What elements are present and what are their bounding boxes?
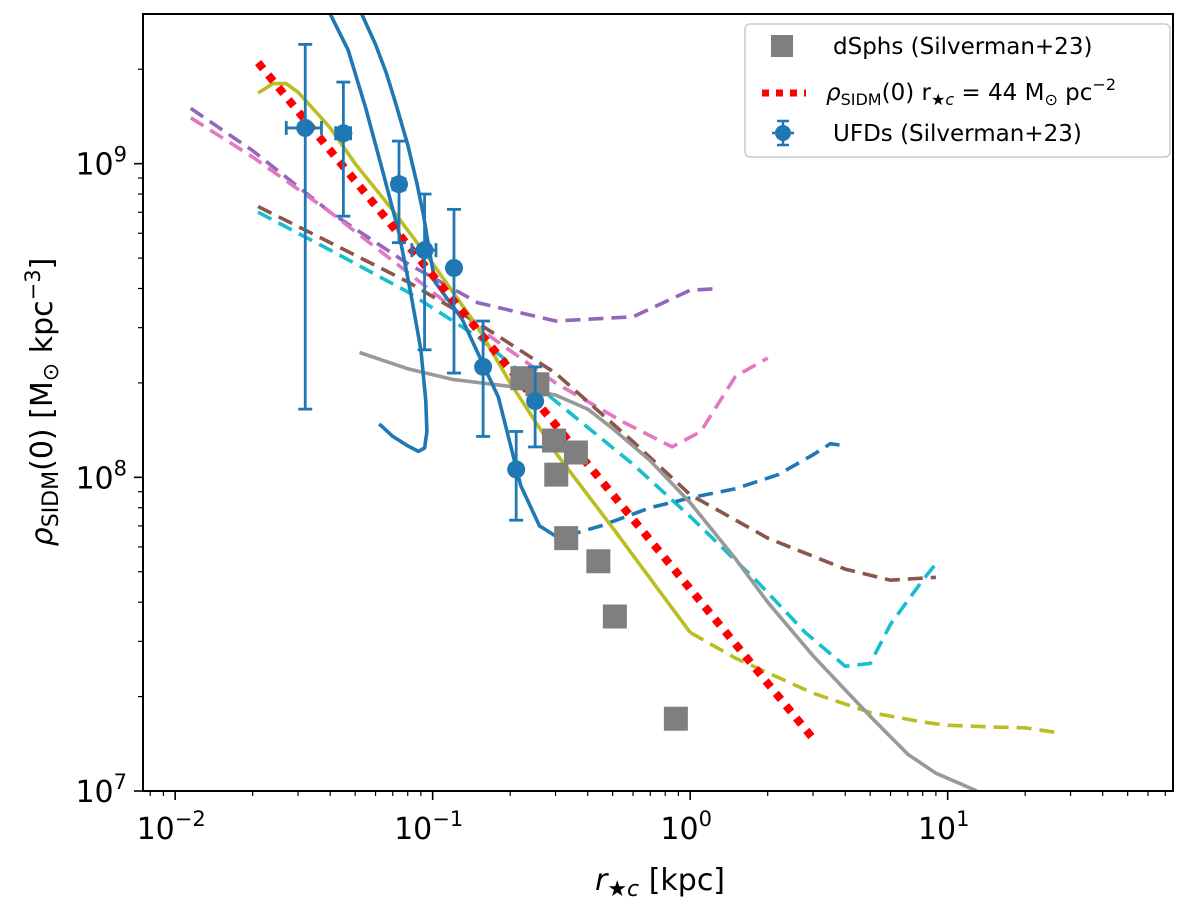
legend-label-relation: ρSIDM(0) r★c = 44 M⊙ pc−2: [826, 75, 1116, 109]
y-tick-label: 108: [75, 456, 127, 496]
series-line-blue-dashed: [565, 441, 846, 538]
ufd-marker: [444, 258, 463, 277]
y-axis-label: ρSIDM(0) [M⊙ kpc−3]: [21, 258, 64, 547]
dsph-point: [586, 549, 611, 574]
ufd-point: [444, 207, 463, 375]
ufd-point: [526, 365, 545, 449]
ufd-marker: [507, 460, 526, 479]
dsph-point: [554, 526, 579, 551]
x-tick-label: 101: [918, 807, 970, 847]
ufd-point: [389, 139, 408, 245]
series-line-blue-solid-b: [328, 14, 429, 454]
series-layer: [189, 14, 1055, 791]
y-tick-label: 109: [75, 143, 127, 183]
legend-marker-circle: [775, 125, 791, 141]
dsph-point: [602, 604, 627, 629]
legend-entry-dsphs: dSphs (Silverman+23): [771, 34, 1092, 60]
plot-area: 10−2 10−1 100 101 107 108 109: [75, 13, 1174, 847]
legend-entry-ufds: UFDs (Silverman+23): [772, 119, 1082, 147]
series-line-olive-curve: [257, 81, 692, 634]
x-tick-label: 10−1: [394, 807, 463, 847]
dsph-point: [544, 462, 569, 487]
x-tick-label: 100: [660, 807, 712, 847]
legend-label-dsphs: dSphs (Silverman+23): [833, 34, 1092, 60]
legend-label-ufds: UFDs (Silverman+23): [833, 121, 1082, 147]
series-line-pink-dashed: [189, 116, 769, 449]
ufd-point: [284, 42, 323, 411]
ufd-point: [334, 80, 353, 218]
ufd-marker: [474, 357, 493, 376]
plot-frame: [142, 13, 1174, 792]
ufd-point: [474, 319, 493, 438]
x-tick-label: 10−2: [137, 807, 206, 847]
x-axis-label: r★c [kpc]: [595, 863, 725, 898]
dsph-point: [563, 440, 588, 465]
ufd-point: [410, 192, 438, 352]
dsph-point: [542, 428, 567, 453]
legend: dSphs (Silverman+23) ρSIDM(0) r★c = 44 M…: [744, 23, 1171, 158]
ufd-marker: [296, 118, 315, 137]
legend-box: [744, 23, 1171, 158]
ufd-point: [507, 430, 526, 522]
series-line-cyan-dashed: [257, 210, 938, 669]
series-line-purple-dashed: [189, 106, 720, 323]
dsph-point: [525, 372, 550, 397]
series-line-brown-dashed: [257, 204, 937, 583]
y-tick-label: 107: [75, 770, 127, 810]
ufd-marker: [334, 124, 353, 143]
dsph-point: [663, 706, 688, 731]
legend-marker-square: [771, 35, 793, 57]
ufd-marker: [389, 175, 408, 194]
tick-layer: 10−2 10−1 100 101 107 108 109: [75, 68, 1166, 847]
ufd-marker: [415, 241, 434, 260]
legend-entry-relation: ρSIDM(0) r★c = 44 M⊙ pc−2: [762, 75, 1116, 109]
ufd-marker: [526, 392, 545, 411]
